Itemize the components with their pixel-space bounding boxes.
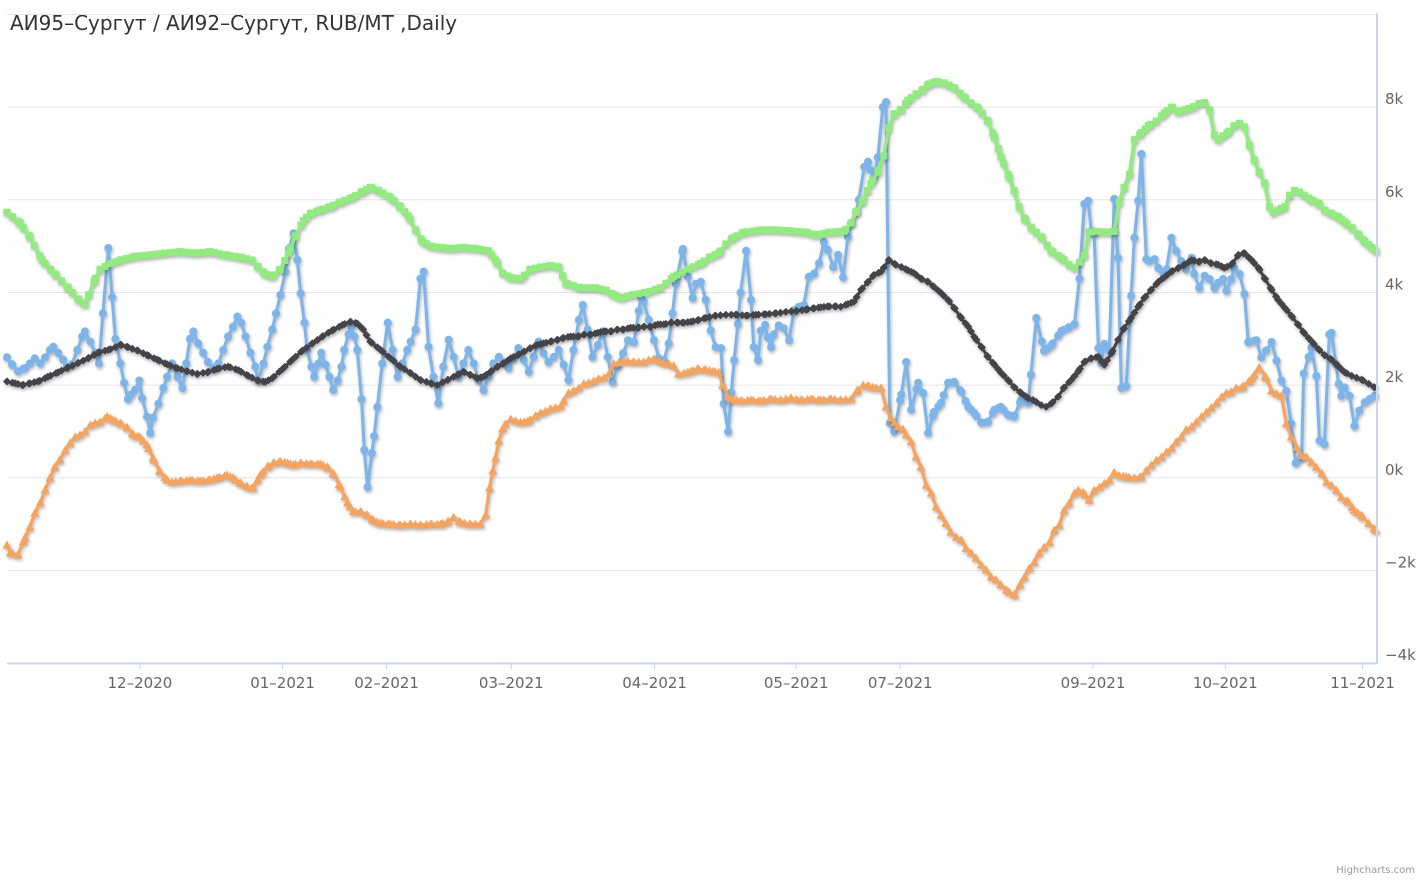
series-orange-markers[interactable] [2, 354, 1381, 599]
y-axis-label: 2k [1385, 368, 1404, 386]
x-axis-label: 02–2021 [354, 674, 419, 692]
x-axis-labels: 12–2020 01–2021 02–2021 03–2021 04–2021 05–20… [108, 663, 1395, 692]
highcharts-credit[interactable]: Highcharts.com [1336, 865, 1415, 876]
x-axis-label: 09–2021 [1061, 674, 1126, 692]
series-green[interactable] [3, 78, 1380, 308]
series-green-markers[interactable] [3, 78, 1380, 308]
y-axis-label: 8k [1385, 90, 1404, 108]
x-axis-label: 12–2020 [108, 674, 173, 692]
x-axis-label: 03–2021 [479, 674, 544, 692]
x-axis-label: 11–2021 [1330, 674, 1395, 692]
y-axis-label: −2k [1385, 554, 1416, 572]
y-axis-label: 4k [1385, 276, 1404, 294]
chart-title: АИ95–Сургут / АИ92–Сургут, RUB/MT ,Daily [10, 11, 458, 35]
y-axis-label: −4k [1385, 646, 1416, 664]
x-axis-label: 07–2021 [868, 674, 933, 692]
x-axis-label: 04–2021 [622, 674, 687, 692]
gridlines [7, 13, 1377, 664]
y-axis-labels: 8k 6k 4k 2k 0k −2k −4k [1385, 90, 1416, 664]
series-blue-markers[interactable] [3, 98, 1379, 492]
axes [7, 13, 1378, 665]
x-axis-label: 01–2021 [250, 674, 315, 692]
y-axis-label: 6k [1385, 183, 1404, 201]
x-axis-label: 05–2021 [764, 674, 829, 692]
y-axis-label: 0k [1385, 461, 1404, 479]
series-orange[interactable] [2, 354, 1381, 599]
x-axis-label: 10–2021 [1193, 674, 1258, 692]
series-blue[interactable] [3, 98, 1379, 492]
series-black-markers[interactable] [3, 249, 1379, 411]
series-black[interactable] [3, 249, 1379, 411]
